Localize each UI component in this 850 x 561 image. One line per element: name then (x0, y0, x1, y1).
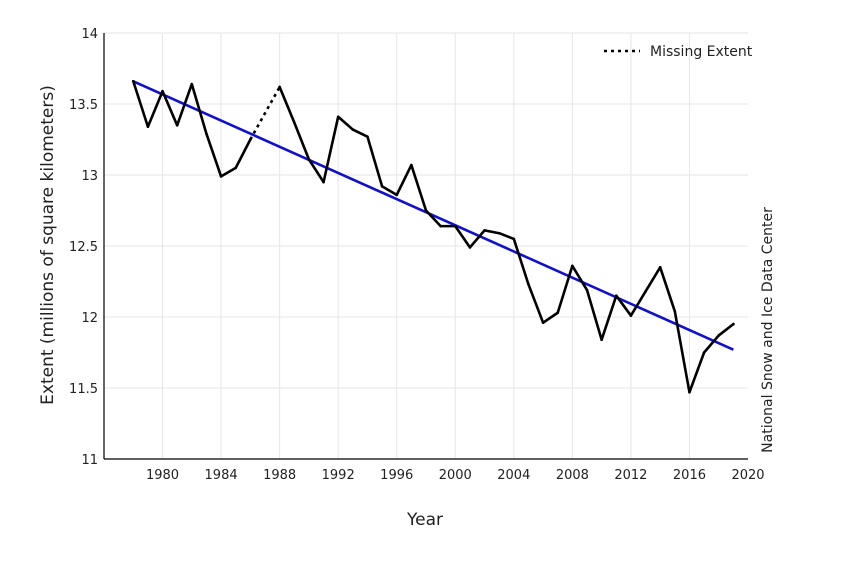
data-point (249, 138, 252, 141)
missing-extent-segment (249, 86, 281, 141)
data-point (131, 79, 135, 83)
data-point (439, 224, 442, 228)
data-point (673, 310, 677, 313)
data-point (556, 311, 560, 315)
extent-series-line (278, 85, 735, 394)
series-layer (131, 79, 735, 394)
data-point (292, 121, 296, 124)
y-axis-title: Extent (millions of square kilometers) (38, 85, 58, 405)
data-point (527, 283, 530, 286)
data-point (351, 128, 355, 131)
data-point (205, 132, 208, 136)
axes (103, 33, 748, 460)
data-point (175, 124, 179, 127)
data-point (322, 180, 325, 184)
x-tick-label: 2008 (556, 468, 589, 483)
x-tick-label: 2016 (673, 468, 706, 483)
x-tick-label: 1988 (263, 468, 296, 483)
x-tick-label: 2012 (614, 468, 647, 483)
data-point (161, 89, 164, 93)
y-tick-label: 13.5 (69, 98, 98, 113)
data-point (146, 125, 150, 129)
legend: Missing Extent (604, 44, 753, 60)
data-point (424, 209, 428, 212)
data-point (600, 338, 603, 342)
data-point (644, 290, 647, 293)
x-tick-label: 1996 (380, 468, 413, 483)
y-tick-label: 13 (81, 169, 98, 184)
data-point (717, 334, 721, 337)
x-tick-label: 1980 (146, 468, 179, 483)
data-point (366, 135, 369, 138)
data-point (336, 115, 340, 119)
trend-layer (132, 80, 734, 351)
legend-missing-extent-label: Missing Extent (650, 44, 753, 60)
data-point (410, 163, 413, 167)
data-point (688, 390, 691, 394)
data-point (234, 166, 238, 170)
gridlines (104, 32, 748, 459)
trend-line (132, 80, 734, 351)
x-tick-label: 2000 (439, 468, 472, 483)
data-point (453, 224, 457, 228)
y-tick-label: 12 (81, 311, 98, 326)
tick-labels: 1980 1984 1988 1992 1996 2000 2004 2008 2012 2016… (69, 27, 765, 483)
data-point (629, 314, 633, 317)
x-tick-label: 2004 (497, 468, 530, 483)
data-point (380, 185, 384, 188)
data-point (614, 294, 618, 298)
data-point (732, 322, 735, 326)
extent-series-line (131, 79, 252, 178)
y-tick-label: 14 (81, 27, 98, 42)
data-point (541, 321, 545, 324)
data-point (219, 175, 223, 178)
credit-label: National Snow and Ice Data Center (760, 207, 776, 453)
data-point (512, 237, 516, 241)
y-tick-label: 11 (81, 453, 98, 468)
data-point (468, 246, 472, 249)
x-tick-label: 2020 (731, 468, 764, 483)
x-tick-label: 1992 (322, 468, 355, 483)
data-point (483, 229, 486, 232)
y-tick-label: 11.5 (69, 382, 98, 397)
data-point (497, 231, 501, 235)
x-tick-label: 1984 (205, 468, 238, 483)
data-point (395, 193, 399, 197)
data-point (585, 288, 589, 292)
y-tick-label: 12.5 (69, 240, 98, 255)
data-point (307, 158, 311, 161)
data-point (702, 351, 706, 354)
data-point (278, 85, 281, 89)
data-point (571, 264, 574, 268)
data-point (658, 266, 662, 269)
data-point (190, 82, 194, 86)
x-axis-title: Year (406, 510, 443, 530)
